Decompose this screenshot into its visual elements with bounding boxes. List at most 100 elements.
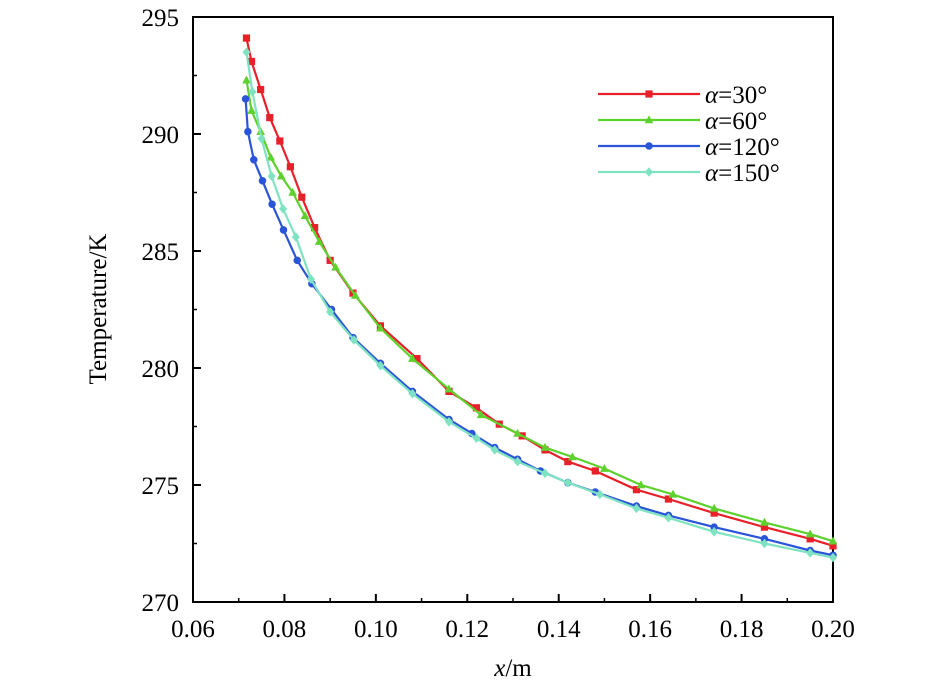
series-4 [242,47,838,563]
x-axis-title-variable: x [493,655,505,682]
y-tick-label: 285 [142,239,180,266]
data-point [242,75,251,84]
data-point [806,548,815,558]
data-point [709,503,719,512]
data-point [250,155,258,164]
legend-label: α=60° [705,108,767,135]
x-tick-label: 0.16 [628,616,672,643]
legend-label-value: =150° [718,160,780,187]
data-point [563,477,572,488]
data-point [644,167,654,177]
legend-label-value: =30° [718,82,767,109]
data-point [664,512,673,523]
data-point [350,290,360,299]
data-point [242,47,251,57]
series-layer [241,34,838,563]
data-point [595,489,604,500]
legend-label-value: =120° [718,134,780,161]
data-point [632,486,641,494]
y-axis-title: Temperature/K [85,234,112,385]
data-point [268,200,276,208]
x-tick-label: 0.10 [354,616,398,643]
x-tick-label: 0.14 [537,616,581,643]
data-point [540,442,550,451]
data-point [314,236,324,245]
x-tick-label: 0.12 [445,616,489,643]
y-tick-label: 295 [142,5,180,32]
legend-item: α=60° [598,108,767,135]
data-point [710,527,719,537]
legend-item: α=30° [598,82,767,109]
data-point [376,323,385,332]
x-tick-label: 0.08 [263,616,307,643]
data-point [279,226,288,234]
x-tick-label: 0.20 [811,616,855,643]
y-tick-label: 290 [142,122,180,149]
series-line [245,51,834,559]
data-point [645,90,653,98]
data-point [242,34,251,42]
data-point [266,114,274,122]
data-point [632,503,641,514]
data-point [257,133,266,144]
data-point [244,127,252,136]
data-point [376,360,385,371]
legend-label-symbol: α [705,160,719,187]
y-axis-ticks: 270 275 280 285 290 295 [142,5,201,617]
data-point [828,552,838,563]
x-axis-title: x/m [493,655,532,682]
data-point [568,452,577,461]
series-line [245,80,834,543]
data-point [276,137,284,145]
data-point [540,468,550,479]
legend: α=30°α=60°α=120°α=150° [598,82,780,187]
data-point [444,384,454,393]
data-point [291,232,300,242]
data-point [331,262,340,271]
data-point [828,536,838,545]
x-axis-ticks: 0.06 0.08 0.10 0.12 0.14 0.16 0.18 0.20 [171,594,855,643]
data-point [279,204,288,214]
data-point [326,307,335,317]
data-point [600,463,609,472]
legend-item: α=150° [598,160,780,187]
data-point [241,95,250,103]
data-point [490,445,499,455]
y-tick-label: 275 [142,473,180,500]
legend-label-symbol: α [705,82,719,109]
data-point [276,171,286,180]
legend-item: α=120° [598,134,780,161]
legend-label: α=150° [705,160,780,187]
data-point [668,489,678,498]
data-point [444,417,454,427]
data-point [645,142,653,150]
data-point [760,538,769,549]
data-point [266,152,276,161]
x-tick-label: 0.06 [171,616,215,643]
data-point [805,529,815,538]
data-point [349,335,358,345]
data-point [408,353,417,362]
legend-label-symbol: α [705,134,719,161]
data-point [306,274,315,284]
data-point [258,177,267,185]
data-point [267,171,276,181]
data-point [286,163,294,171]
data-point [760,517,769,526]
plot-area [192,16,838,603]
data-point [288,187,298,196]
legend-label-symbol: α [705,108,719,135]
data-point [476,410,486,419]
data-point [636,480,646,489]
legend-label: α=120° [705,134,780,161]
legend-label: α=30° [705,82,767,109]
data-point [644,115,654,124]
data-point [408,388,417,399]
data-point [257,85,265,94]
data-point [564,457,572,466]
data-point [247,105,256,114]
data-point [293,256,301,265]
data-point [248,87,257,97]
y-tick-label: 270 [142,590,180,617]
